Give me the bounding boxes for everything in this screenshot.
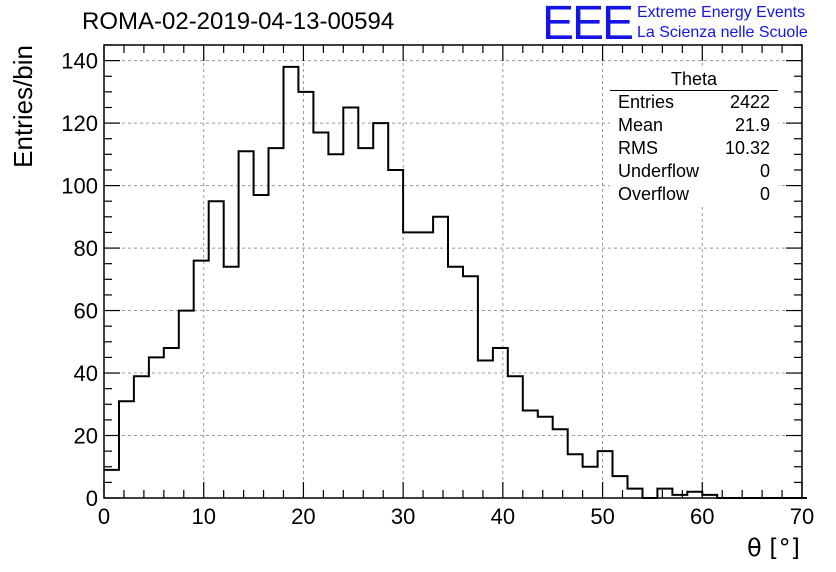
x-tick-label: 50 [590, 504, 614, 529]
y-tick-label: 140 [61, 49, 98, 74]
y-axis-label: Entries/bin [8, 45, 38, 168]
stats-title: Theta [610, 68, 778, 91]
stats-label: Underflow [618, 161, 700, 181]
organization-name: Extreme Energy Events [637, 4, 806, 21]
stats-row-entries: Entries 2422 [610, 91, 778, 114]
x-tick-label: 30 [391, 504, 415, 529]
stats-label: Entries [618, 92, 675, 112]
y-tick-label: 20 [74, 424, 98, 449]
stats-row-rms: RMS 10.32 [610, 137, 778, 160]
x-tick-label: 40 [491, 504, 515, 529]
histogram-series [104, 65, 807, 499]
y-tick-label: 80 [74, 236, 98, 261]
x-tick-label: 0 [98, 504, 110, 529]
x-tick-label: 60 [690, 504, 714, 529]
stats-label: Mean [618, 115, 664, 135]
stats-value: 2422 [729, 92, 770, 112]
x-tick-label: 10 [191, 504, 215, 529]
stats-value: 21.9 [734, 115, 770, 135]
y-tick-label: 0 [86, 486, 98, 511]
plot-frame [103, 44, 803, 499]
y-tick-label: 120 [61, 111, 98, 136]
x-tick-label: 20 [291, 504, 315, 529]
gridlines [104, 45, 802, 498]
histogram-line [104, 65, 807, 499]
axes: 0 10 20 30 40 50 60 70 0 20 40 60 80 100 120 140 [61, 44, 814, 529]
y-tick-label: 100 [61, 174, 98, 199]
x-tick-label: 70 [790, 504, 814, 529]
eee-logo: EEE [542, 0, 634, 50]
stats-row-underflow: Underflow 0 [610, 160, 778, 183]
stats-value: 0 [759, 161, 770, 181]
organization-subtitle: La Scienza nelle Scuole [637, 24, 808, 41]
chart-title: ROMA-02-2019-04-13-00594 [82, 8, 395, 35]
x-axis-label: θ [°] [747, 534, 800, 562]
stats-row-mean: Mean 21.9 [610, 114, 778, 137]
stats-label: Overflow [618, 184, 690, 204]
y-tick-label: 60 [74, 299, 98, 324]
y-tick-label: 40 [74, 361, 98, 386]
stats-box: Theta Entries 2422 Mean 21.9 RMS 10.32 U… [610, 68, 778, 206]
stats-row-overflow: Overflow 0 [610, 183, 778, 206]
stats-value: 0 [759, 184, 770, 204]
stats-value: 10.32 [724, 138, 770, 158]
stats-label: RMS [618, 138, 658, 158]
